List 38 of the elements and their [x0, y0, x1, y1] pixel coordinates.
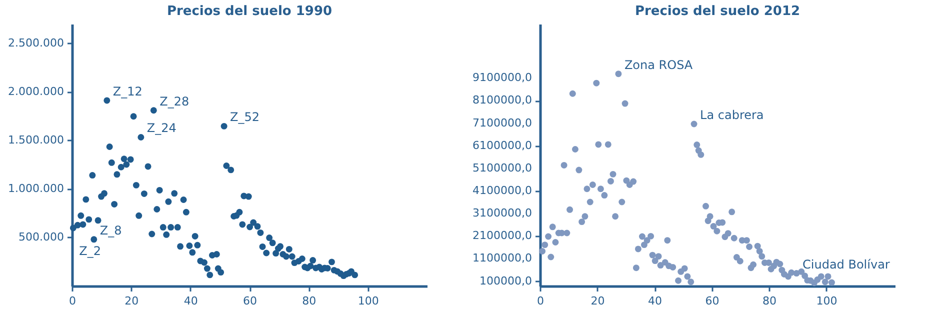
- x-tick-label: 0: [69, 294, 76, 308]
- annotation: Zona ROSA: [624, 58, 694, 72]
- annotation: Z_28: [160, 94, 190, 108]
- y-tick-label: 500.000: [18, 230, 64, 244]
- annotation: La cabrera: [700, 108, 764, 122]
- annotation: Z_2: [79, 244, 102, 258]
- annotation: Z_52: [230, 110, 260, 124]
- x-tick-label: 80: [302, 294, 316, 308]
- y-tick-label: 8100000,0: [472, 94, 532, 107]
- x-tick-label: 60: [705, 294, 720, 308]
- y-tick-label: 2.000.000: [8, 84, 64, 98]
- y-tick-label: 1100000,0: [472, 252, 532, 265]
- y-tick-label: 1.000.000: [8, 182, 64, 195]
- annotation: Ciudad Bolívar: [802, 257, 890, 272]
- annotation: Z_12: [112, 84, 142, 98]
- chart-title: Precios del suelo 1990: [166, 4, 332, 19]
- y-tick-label: 9100000,0: [472, 71, 532, 84]
- y-tick-label: 2.500.000: [8, 36, 64, 50]
- y-tick-label: 100000,0: [480, 274, 532, 288]
- y-tick-label: 3100000,0: [472, 206, 532, 220]
- y-tick-label: 1.500.000: [8, 133, 64, 146]
- x-tick-label: 100: [816, 294, 838, 308]
- y-tick-label: 7100000,0: [472, 116, 532, 130]
- x-tick-label: 40: [648, 294, 662, 308]
- y-tick-label: 4100000,0: [472, 184, 532, 197]
- x-tick-label: 20: [590, 294, 605, 308]
- x-tick-label: 60: [243, 294, 257, 308]
- x-tick-label: 0: [537, 294, 544, 308]
- x-tick-label: 20: [124, 294, 139, 308]
- y-tick-label: 5100000,0: [472, 161, 532, 174]
- y-tick-label: 6100000,0: [472, 138, 532, 152]
- x-tick-label: 100: [358, 294, 379, 308]
- x-tick-label: 40: [184, 294, 198, 308]
- chart-title: Precios del suelo 2012: [634, 4, 800, 19]
- x-tick-label: 80: [762, 294, 777, 308]
- annotation: Z_8: [100, 223, 122, 238]
- y-tick-label: 2100000,0: [472, 229, 532, 242]
- annotation: Z_24: [146, 121, 176, 136]
